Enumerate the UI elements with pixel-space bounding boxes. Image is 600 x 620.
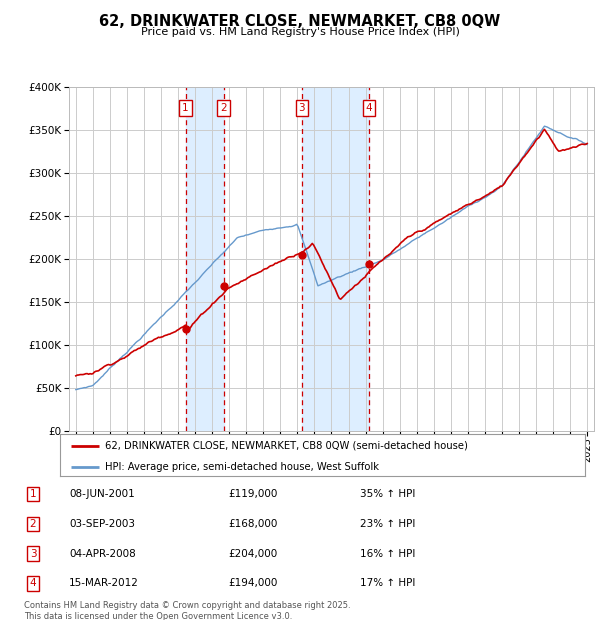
Text: 16% ↑ HPI: 16% ↑ HPI <box>360 549 415 559</box>
Text: 2: 2 <box>29 519 37 529</box>
Text: Contains HM Land Registry data © Crown copyright and database right 2025.
This d: Contains HM Land Registry data © Crown c… <box>24 601 350 620</box>
Text: 2: 2 <box>220 104 227 113</box>
Text: 4: 4 <box>366 104 373 113</box>
Text: 23% ↑ HPI: 23% ↑ HPI <box>360 519 415 529</box>
Text: Price paid vs. HM Land Registry's House Price Index (HPI): Price paid vs. HM Land Registry's House … <box>140 27 460 37</box>
Text: £204,000: £204,000 <box>228 549 277 559</box>
Text: 1: 1 <box>29 489 37 499</box>
Text: 62, DRINKWATER CLOSE, NEWMARKET, CB8 0QW (semi-detached house): 62, DRINKWATER CLOSE, NEWMARKET, CB8 0QW… <box>104 441 467 451</box>
Bar <box>302 87 369 431</box>
Text: £168,000: £168,000 <box>228 519 277 529</box>
Bar <box>185 87 224 431</box>
Text: 62, DRINKWATER CLOSE, NEWMARKET, CB8 0QW: 62, DRINKWATER CLOSE, NEWMARKET, CB8 0QW <box>100 14 500 29</box>
Text: 03-SEP-2003: 03-SEP-2003 <box>69 519 135 529</box>
Text: HPI: Average price, semi-detached house, West Suffolk: HPI: Average price, semi-detached house,… <box>104 462 379 472</box>
Text: 3: 3 <box>29 549 37 559</box>
Text: 15-MAR-2012: 15-MAR-2012 <box>69 578 139 588</box>
Text: £119,000: £119,000 <box>228 489 277 499</box>
Text: 08-JUN-2001: 08-JUN-2001 <box>69 489 135 499</box>
Text: £194,000: £194,000 <box>228 578 277 588</box>
Text: 4: 4 <box>29 578 37 588</box>
Text: 35% ↑ HPI: 35% ↑ HPI <box>360 489 415 499</box>
Text: 04-APR-2008: 04-APR-2008 <box>69 549 136 559</box>
Text: 3: 3 <box>299 104 305 113</box>
Text: 1: 1 <box>182 104 189 113</box>
Text: 17% ↑ HPI: 17% ↑ HPI <box>360 578 415 588</box>
